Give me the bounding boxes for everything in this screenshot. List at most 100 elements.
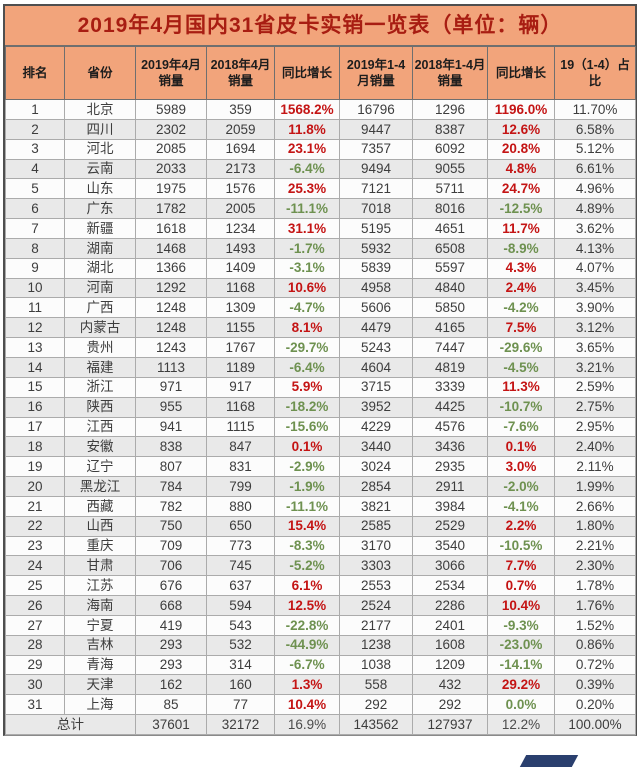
value-cell: 7.7%	[487, 555, 555, 577]
total-value-cell: 143562	[339, 714, 413, 735]
value-cell: 2059	[206, 118, 275, 140]
value-cell: 709	[135, 535, 207, 557]
value-cell: 7018	[339, 198, 413, 220]
value-cell: 2173	[206, 158, 275, 180]
province-cell: 贵州	[64, 337, 136, 358]
province-cell: 内蒙古	[64, 317, 136, 339]
value-cell: 7.5%	[487, 317, 555, 339]
value-cell: 5839	[339, 257, 413, 279]
value-cell: -14.1%	[487, 654, 555, 676]
value-cell: 2.11%	[554, 456, 636, 478]
rank-cell: 23	[5, 535, 65, 557]
table-frame: 2019年4月国内31省皮卡实销一览表（单位：辆） 排名 省份 2019年4月销量 2…	[3, 4, 637, 736]
province-cell: 北京	[64, 99, 136, 120]
rank-cell: 3	[5, 138, 65, 160]
total-value-cell: 100.00%	[554, 714, 636, 735]
value-cell: 11.8%	[274, 118, 340, 140]
province-cell: 辽宁	[64, 456, 136, 478]
value-cell: 3339	[412, 376, 488, 398]
table-row: 30 天津 162 160 1.3% 558 432 29.2% 0.39%	[5, 674, 636, 696]
value-cell: 1782	[135, 198, 207, 220]
rank-cell: 18	[5, 436, 65, 458]
value-cell: 1608	[412, 634, 488, 656]
province-cell: 河南	[64, 277, 136, 299]
value-cell: 1493	[206, 237, 275, 259]
value-cell: -1.9%	[274, 476, 340, 497]
value-cell: -7.6%	[487, 416, 555, 438]
value-cell: 2005	[206, 198, 275, 220]
value-cell: 29.2%	[487, 674, 555, 696]
value-cell: 1296	[412, 99, 488, 120]
value-cell: 807	[135, 456, 207, 478]
value-cell: 955	[135, 396, 207, 418]
province-cell: 青海	[64, 654, 136, 676]
value-cell: 10.6%	[274, 277, 340, 299]
value-cell: -6.7%	[274, 654, 340, 676]
total-row: 总计 37601 32172 16.9% 143562 127937 12.2% 100.00…	[5, 714, 636, 735]
value-cell: 5711	[412, 178, 488, 200]
value-cell: -29.6%	[487, 337, 555, 358]
value-cell: 6.58%	[554, 118, 636, 140]
value-cell: 5989	[135, 99, 207, 120]
value-cell: 1189	[206, 356, 275, 378]
value-cell: 1115	[206, 416, 275, 438]
value-cell: 1568.2%	[274, 99, 340, 120]
value-cell: 4651	[412, 218, 488, 239]
table-row: 15 浙江 971 917 5.9% 3715 3339 11.3% 2.59%	[5, 376, 636, 398]
value-cell: 831	[206, 456, 275, 478]
province-cell: 新疆	[64, 218, 136, 239]
value-cell: 4229	[339, 416, 413, 438]
value-cell: 162	[135, 674, 207, 696]
rank-cell: 2	[5, 118, 65, 140]
rank-cell: 24	[5, 555, 65, 577]
value-cell: 941	[135, 416, 207, 438]
table-row: 24 甘肃 706 745 -5.2% 3303 3066 7.7% 2.30%	[5, 555, 636, 577]
value-cell: 558	[339, 674, 413, 696]
table-row: 31 上海 85 77 10.4% 292 292 0.0% 0.20%	[5, 694, 636, 716]
value-cell: 784	[135, 476, 207, 497]
value-cell: -10.7%	[487, 396, 555, 418]
column-header: 省份	[64, 46, 136, 100]
column-header: 2019年1-4月销量	[339, 46, 413, 100]
value-cell: 16796	[339, 99, 413, 120]
table-row: 26 海南 668 594 12.5% 2524 2286 10.4% 1.76%	[5, 595, 636, 616]
value-cell: 1155	[206, 317, 275, 339]
rank-cell: 21	[5, 495, 65, 517]
value-cell: 85	[135, 694, 207, 716]
value-cell: 1168	[206, 396, 275, 418]
value-cell: 3984	[412, 495, 488, 517]
rank-cell: 7	[5, 218, 65, 239]
table-row: 29 青海 293 314 -6.7% 1038 1209 -14.1% 0.72%	[5, 654, 636, 676]
table-row: 9 湖北 1366 1409 -3.1% 5839 5597 4.3% 4.07%	[5, 257, 636, 279]
value-cell: -6.4%	[274, 158, 340, 180]
value-cell: 1767	[206, 337, 275, 358]
value-cell: 25.3%	[274, 178, 340, 200]
value-cell: 2085	[135, 138, 207, 160]
value-cell: 3.65%	[554, 337, 636, 358]
province-cell: 广西	[64, 297, 136, 319]
value-cell: 0.1%	[487, 436, 555, 458]
value-cell: 2.4%	[487, 277, 555, 299]
value-cell: 31.1%	[274, 218, 340, 239]
value-cell: 1366	[135, 257, 207, 279]
value-cell: 3.45%	[554, 277, 636, 299]
value-cell: 10.4%	[274, 694, 340, 716]
value-cell: 314	[206, 654, 275, 676]
table-row: 13 贵州 1243 1767 -29.7% 5243 7447 -29.6% 3.65%	[5, 337, 636, 358]
rank-cell: 9	[5, 257, 65, 279]
value-cell: 11.7%	[487, 218, 555, 239]
value-cell: 1.78%	[554, 575, 636, 597]
province-cell: 江苏	[64, 575, 136, 597]
value-cell: 2911	[412, 476, 488, 497]
value-cell: -8.9%	[487, 237, 555, 259]
value-cell: 8016	[412, 198, 488, 220]
value-cell: 3436	[412, 436, 488, 458]
value-cell: 0.0%	[487, 694, 555, 716]
value-cell: 3952	[339, 396, 413, 418]
value-cell: 5850	[412, 297, 488, 319]
value-cell: 7357	[339, 138, 413, 160]
value-cell: 5597	[412, 257, 488, 279]
province-cell: 天津	[64, 674, 136, 696]
province-cell: 云南	[64, 158, 136, 180]
value-cell: 6.1%	[274, 575, 340, 597]
